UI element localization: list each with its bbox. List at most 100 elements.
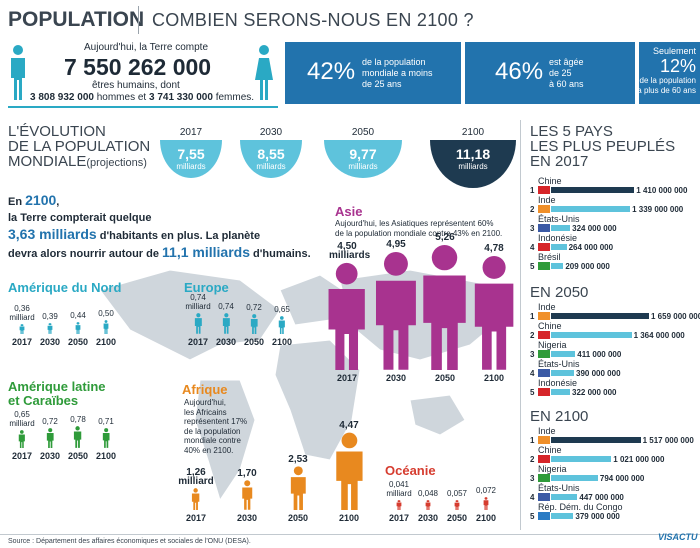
data-label: 0,65 milliard — [4, 410, 40, 428]
data-value: 0,78 — [70, 415, 86, 425]
ranking-2050-title: EN 2050 — [530, 284, 589, 301]
country-name: Inde — [538, 195, 556, 205]
population-figure — [192, 488, 200, 510]
population-value: 1 364 000 000 — [633, 331, 685, 340]
year-tick: 2050 — [287, 513, 309, 523]
population-figure — [194, 313, 202, 334]
today-line3: 3 808 932 000 hommes et 3 741 330 000 fe… — [30, 92, 254, 103]
country-name: Chine — [538, 321, 562, 331]
population-value: 1 517 000 000 — [642, 436, 694, 445]
data-label: 0,72 — [32, 417, 68, 426]
stat-box-over-60: Seulement 12% de la population a plus de … — [637, 42, 700, 104]
stat-pct: 46% — [495, 58, 544, 85]
stat-text: est âgée de 25 à 60 ans — [549, 57, 584, 89]
data-label: 5,26 — [427, 232, 463, 242]
data-label: 0,072 — [468, 486, 504, 495]
ranking-2100-title: EN 2100 — [530, 408, 589, 425]
year-tick: 2030 — [236, 513, 258, 523]
data-label: 0,65 — [264, 305, 300, 314]
year-tick: 2100 — [271, 337, 293, 347]
data-label: 0,36 milliard — [4, 304, 40, 322]
data-value: 0,71 — [98, 417, 114, 427]
rank-number: 4 — [530, 369, 535, 378]
population-bar — [551, 475, 598, 481]
population-figure — [47, 323, 53, 334]
year-tick: 2030 — [39, 451, 61, 461]
country-name: Rép. Dém. du Congo — [538, 502, 623, 512]
population-value: 322 000 000 — [572, 388, 617, 397]
population-bar — [551, 332, 632, 338]
rank-number: 2 — [530, 205, 535, 214]
flag-icon — [538, 205, 550, 213]
page-subtitle: COMBIEN SERONS-NOUS EN 2100 ? — [152, 10, 474, 30]
rank-number: 2 — [530, 455, 535, 464]
year-tick: 2100 — [95, 451, 117, 461]
year-tick: 2100 — [95, 337, 117, 347]
year-tick: 2017 — [336, 373, 358, 383]
data-label: 0,44 — [60, 311, 96, 320]
country-name: États-Unis — [538, 359, 580, 369]
population-figure — [250, 313, 258, 334]
region-africa: Afrique — [182, 382, 228, 397]
evolution-circle: 9,77 milliards — [324, 140, 402, 178]
country-name: États-Unis — [538, 214, 580, 224]
evolution-year: 2030 — [259, 127, 283, 138]
woman-icon — [254, 44, 274, 102]
population-value: 1 021 000 000 — [613, 455, 665, 464]
population-figure — [335, 432, 363, 510]
evolution-circle: 7,55 milliards — [160, 140, 222, 178]
stat-text: de la population mondiale a moins de 25 an… — [362, 57, 433, 89]
evolution-circle: 8,55 milliards — [240, 140, 302, 178]
population-value: 390 000 000 — [576, 369, 621, 378]
year-tick: 2030 — [215, 337, 237, 347]
stat-pct: 42% — [307, 58, 356, 85]
rank-number: 1 — [530, 186, 535, 195]
data-value: 0,44 — [70, 310, 86, 320]
rank-number: 4 — [530, 243, 535, 252]
population-value: 447 000 000 — [579, 493, 624, 502]
rank-number: 5 — [530, 388, 535, 397]
footer-rule — [0, 534, 700, 535]
population-value: 794 000 000 — [599, 474, 645, 483]
data-value: 1,26 — [186, 466, 206, 478]
data-unit: milliard — [9, 418, 35, 428]
page-title: POPULATION — [8, 8, 145, 31]
data-label: 0,74 — [208, 302, 244, 311]
right-divider — [520, 120, 521, 530]
country-name: Brésil — [538, 252, 561, 262]
flag-icon — [538, 388, 550, 396]
population-figure — [474, 256, 514, 370]
data-label: 0,057 — [439, 489, 475, 498]
data-unit: milliards — [329, 250, 371, 261]
rank-number: 3 — [530, 474, 535, 483]
data-value: 4,47 — [339, 419, 359, 431]
population-figure — [396, 500, 402, 510]
region-oceania: Océanie — [385, 463, 436, 478]
year-tick: 2100 — [483, 373, 505, 383]
data-label: 4,50 milliards — [329, 242, 371, 261]
women-label: femmes. — [212, 92, 255, 103]
data-unit: milliard — [9, 312, 35, 322]
year-tick: 2100 — [338, 513, 360, 523]
evolution-year: 2050 — [351, 127, 375, 138]
data-value: 0,72 — [246, 302, 262, 312]
source-note: Source : Département des affaires économ… — [8, 538, 251, 545]
evolution-value: 7,55 — [177, 146, 205, 162]
population-bar — [551, 187, 635, 193]
evolution-year: 2100 — [461, 127, 485, 138]
population-figure — [46, 427, 54, 448]
data-label: 4,78 — [476, 244, 512, 254]
population-bar — [551, 456, 612, 462]
data-label: 0,041 milliard — [381, 480, 417, 498]
flag-icon — [538, 369, 550, 377]
population-figure — [278, 315, 286, 334]
data-value: 0,048 — [417, 489, 439, 498]
asia-note: Aujourd'hui, les Asiatiques représentent… — [335, 219, 503, 238]
today-line1: Aujourd'hui, la Terre compte — [84, 42, 209, 53]
country-name: Inde — [538, 302, 556, 312]
africa-note: Aujourd'hui, les Africains représentent 17… — [184, 398, 248, 455]
brand-logo: VISACTU — [658, 532, 698, 542]
year-tick: 2100 — [475, 513, 497, 523]
country-name: États-Unis — [538, 483, 580, 493]
region-latin-america: Amérique latine et Caraïbes — [8, 379, 106, 408]
